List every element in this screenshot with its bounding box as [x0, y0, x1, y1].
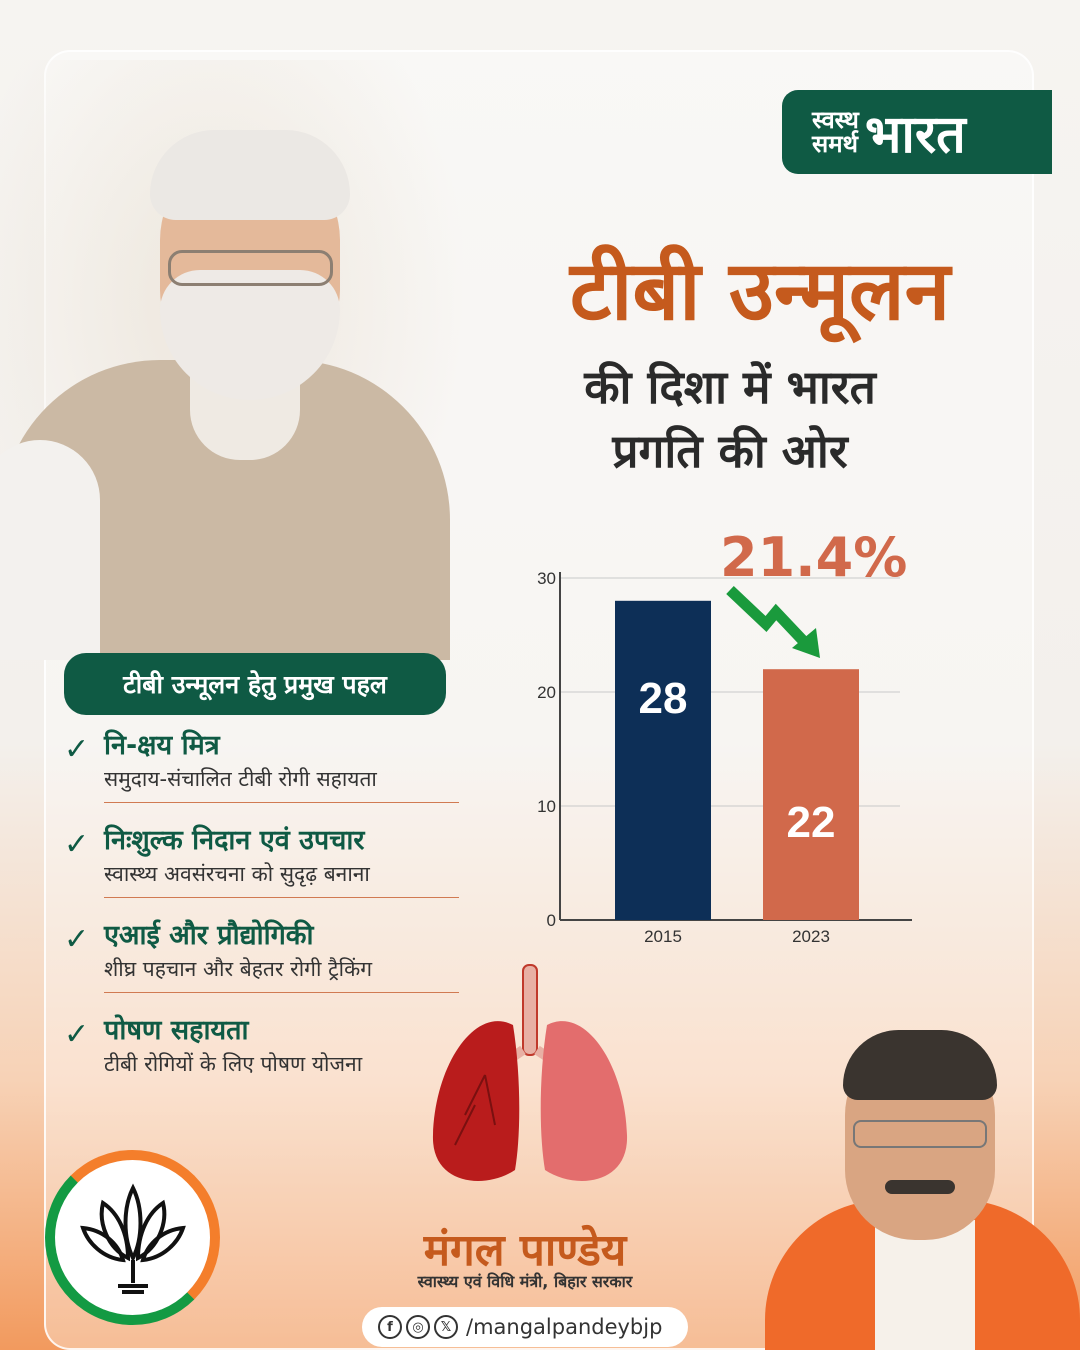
y-tick-label: 0 — [547, 911, 556, 930]
x-icon[interactable]: 𝕏 — [434, 1315, 458, 1339]
initiative-item: ✓ नि-क्षय मित्र समुदाय-संचालित टीबी रोगी… — [64, 728, 464, 823]
arrow-head — [792, 628, 820, 658]
initiative-desc: शीघ्र पहचान और बेहतर रोगी ट्रैकिंग — [104, 957, 373, 981]
minister-portrait — [765, 1020, 1080, 1350]
initiatives-list: ✓ नि-क्षय मित्र समुदाय-संचालित टीबी रोगी… — [64, 728, 464, 1108]
decline-arrow — [726, 586, 814, 652]
divider — [104, 802, 459, 803]
lungs-icon — [432, 964, 628, 1181]
check-icon: ✓ — [64, 1017, 90, 1052]
x-tick-label: 2023 — [792, 927, 830, 946]
initiative-title: पोषण सहायता — [104, 1015, 249, 1046]
check-icon: ✓ — [64, 827, 90, 862]
subheadline-line1: की दिशा में भारत — [584, 360, 876, 414]
x-tick-label: 2015 — [644, 927, 682, 946]
instagram-icon[interactable]: ◎ — [406, 1315, 430, 1339]
divider — [104, 992, 459, 993]
headline: टीबी उन्मूलन — [569, 244, 951, 339]
facebook-icon[interactable]: f — [378, 1315, 402, 1339]
initiative-desc: समुदाय-संचालित टीबी रोगी सहायता — [104, 767, 377, 791]
initiatives-heading: टीबी उन्मूलन हेतु प्रमुख पहल — [64, 653, 446, 715]
tag-line2: समर्थ — [812, 130, 858, 158]
tag-big-text: भारत — [864, 104, 966, 165]
initiative-item: ✓ पोषण सहायता टीबी रोगियों के लिए पोषण य… — [64, 1013, 464, 1108]
subheadline-line2: प्रगति की ओर — [612, 424, 848, 478]
initiative-desc: स्वास्थ्य अवसंरचना को सुदृढ़ बनाना — [104, 862, 370, 886]
initiative-desc: टीबी रोगियों के लिए पोषण योजना — [104, 1052, 363, 1076]
y-tick-label: 30 — [537, 569, 556, 588]
divider — [104, 897, 459, 898]
social-bar[interactable]: f ◎ 𝕏 /mangalpandeybjp — [362, 1307, 688, 1347]
initiative-title: निःशुल्क निदान एवं उपचार — [104, 825, 365, 856]
subheadline: की दिशा में भारत प्रगति की ओर — [470, 355, 990, 483]
initiative-title: नि-क्षय मित्र — [104, 730, 220, 761]
bar-2015 — [615, 600, 711, 920]
chart-svg: 0 10 20 30 28 2015 22 2023 — [537, 569, 912, 946]
initiative-title: एआई और प्रौद्योगिकी — [104, 920, 314, 951]
bar-value-label: 28 — [639, 674, 688, 723]
check-icon: ✓ — [64, 732, 90, 767]
leader-portrait — [0, 60, 470, 660]
check-icon: ✓ — [64, 922, 90, 957]
reduction-percent: 21.4% — [720, 526, 908, 589]
tag-line1: स्वस्थ — [812, 106, 859, 134]
social-handle[interactable]: /mangalpandeybjp — [466, 1315, 663, 1339]
tb-bar-chart: 0 10 20 30 28 2015 22 2023 21.4% — [520, 526, 940, 960]
swasth-samarth-bharat-tag: स्वस्थ समर्थ भारत — [782, 90, 1052, 174]
minister-name: मंगल पाण्डेय — [423, 1225, 627, 1276]
initiative-item: ✓ निःशुल्क निदान एवं उपचार स्वास्थ्य अवस… — [64, 823, 464, 918]
initiative-item: ✓ एआई और प्रौद्योगिकी शीघ्र पहचान और बेह… — [64, 918, 464, 1013]
y-tick-label: 10 — [537, 797, 556, 816]
y-tick-label: 20 — [537, 683, 556, 702]
lotus-icon — [79, 1183, 186, 1294]
bar-2023 — [763, 669, 859, 920]
minister-role: स्वास्थ्य एवं विधि मंत्री, बिहार सरकार — [417, 1272, 633, 1291]
bjp-logo — [45, 1150, 220, 1325]
bar-value-label: 22 — [787, 798, 836, 847]
